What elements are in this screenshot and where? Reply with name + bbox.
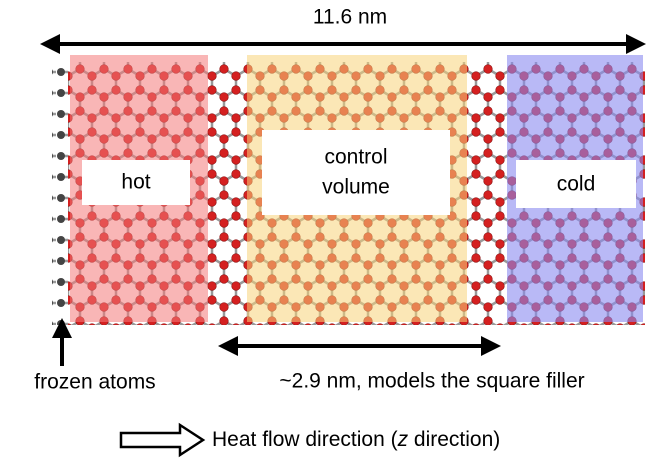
frozen-atoms: [52, 62, 68, 325]
control-label: control: [324, 146, 387, 169]
filler-label: ~2.9 nm, models the square filler: [279, 370, 584, 393]
diagram: hot control volume cold 11.6 nm ~2.9 nm,…: [0, 0, 649, 459]
hot-label: hot: [121, 171, 150, 194]
control-box: [262, 130, 450, 215]
cold-label: cold: [557, 173, 596, 196]
frozen-label: frozen atoms: [34, 371, 155, 394]
heat-flow-text: Heat flow direction (: [212, 428, 398, 451]
control-label: volume: [322, 176, 390, 199]
length-label: 11.6 nm: [313, 6, 387, 29]
heat-flow-label: Heat flow direction (z direction): [212, 428, 500, 451]
heat-flow-arrow: [121, 425, 203, 455]
heat-flow-text: direction): [408, 428, 500, 451]
heat-flow-axis: z: [397, 428, 409, 451]
